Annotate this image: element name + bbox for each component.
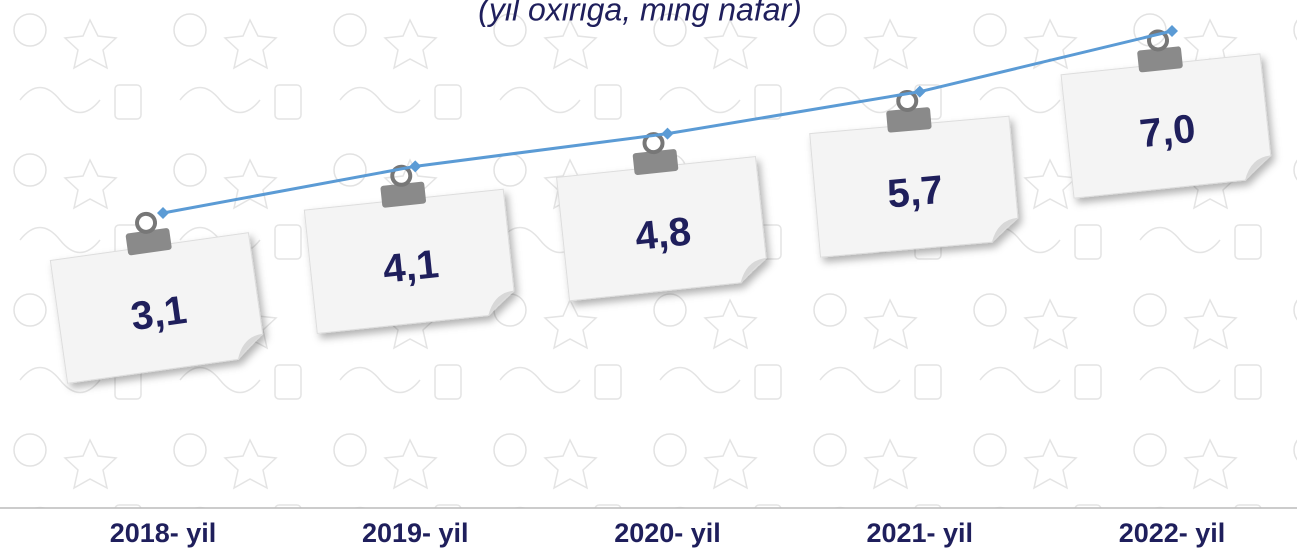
x-tick-label: 2021- yil bbox=[866, 518, 973, 548]
x-tick-label: 2018- yil bbox=[110, 518, 217, 548]
chart: (yil oxiriga, ming nafar) 3,1 4,1 4,8 5,7 7,… bbox=[0, 0, 1297, 558]
value-label: 4,1 bbox=[381, 242, 441, 292]
x-tick-label: 2022- yil bbox=[1119, 518, 1226, 548]
page: {"chart_data": {"type": "line", "subtitl… bbox=[0, 0, 1297, 558]
value-label: 3,1 bbox=[128, 288, 189, 339]
subtitle: (yil oxiriga, ming nafar) bbox=[478, 0, 802, 27]
value-label: 5,7 bbox=[886, 168, 945, 217]
value-label: 4,8 bbox=[633, 209, 693, 259]
x-tick-label: 2020- yil bbox=[614, 518, 721, 548]
value-label: 7,0 bbox=[1138, 107, 1198, 157]
x-tick-label: 2019- yil bbox=[362, 518, 469, 548]
